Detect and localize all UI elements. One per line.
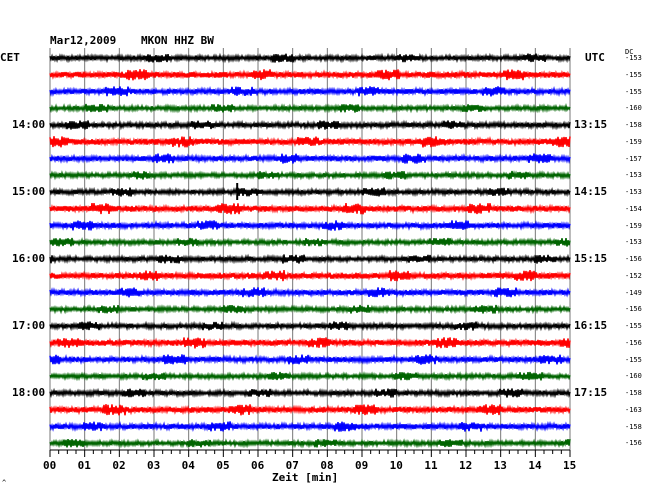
trace-line bbox=[49, 320, 571, 332]
dc-offset-label: -160 bbox=[625, 104, 642, 113]
dc-offset-label: -152 bbox=[625, 271, 642, 280]
dc-offset-label: -156 bbox=[625, 305, 642, 314]
left-time-label: 15:00 bbox=[12, 185, 46, 198]
trace-line bbox=[49, 237, 571, 248]
left-time-label: 14:00 bbox=[12, 118, 46, 131]
x-tick-label: 01 bbox=[77, 459, 91, 472]
dc-offset-label: -155 bbox=[625, 87, 642, 96]
x-tick-label: 10 bbox=[389, 459, 403, 472]
dc-offset-label: -156 bbox=[625, 338, 642, 347]
dc-offset-label: -158 bbox=[625, 389, 642, 397]
trace-line bbox=[49, 270, 571, 282]
x-tick-label: 13 bbox=[493, 459, 507, 472]
x-tick-label: 09 bbox=[355, 459, 369, 472]
dc-offset-label: -158 bbox=[625, 121, 642, 129]
dc-offset-label: -153 bbox=[625, 171, 642, 180]
dc-offset-label: -153 bbox=[625, 188, 642, 196]
x-axis bbox=[49, 449, 571, 457]
dc-offset-label: -149 bbox=[625, 288, 642, 297]
right-time-label: 14:15 bbox=[574, 185, 608, 198]
dc-offset-label: -155 bbox=[625, 70, 642, 79]
header-station: MKON HHZ BW bbox=[141, 34, 214, 47]
header-date: Mar12,2009 bbox=[50, 34, 117, 47]
trace-line bbox=[49, 353, 571, 366]
trace-line bbox=[49, 69, 571, 81]
dc-offset-label: -156 bbox=[625, 439, 642, 448]
trace-line bbox=[49, 170, 571, 181]
x-tick-label: 00 bbox=[43, 459, 57, 472]
grid-lines bbox=[49, 48, 571, 450]
trace-line bbox=[49, 52, 571, 64]
dc-offset-label: -157 bbox=[625, 154, 642, 163]
trace-line bbox=[49, 203, 571, 215]
trace-line bbox=[49, 119, 571, 131]
dc-offset-label: -156 bbox=[625, 255, 642, 263]
right-timezone-label: UTC bbox=[585, 51, 605, 64]
x-axis-title: Zeit [min] bbox=[272, 471, 339, 484]
trace-line bbox=[49, 186, 571, 198]
left-time-label: 17:00 bbox=[12, 319, 46, 332]
left-time-label: 16:00 bbox=[12, 252, 46, 265]
trace-line bbox=[49, 103, 571, 114]
trace-line bbox=[49, 85, 571, 97]
trace-line bbox=[49, 304, 571, 315]
trace-line bbox=[49, 404, 571, 416]
trace-line bbox=[49, 387, 571, 399]
right-time-label: 16:15 bbox=[574, 319, 608, 332]
right-time-label: 15:15 bbox=[574, 252, 608, 265]
x-tick-label: 06 bbox=[251, 459, 265, 472]
x-tick-label: 11 bbox=[424, 459, 438, 472]
trace-line bbox=[49, 420, 571, 433]
dc-offset-label: -158 bbox=[625, 422, 642, 431]
x-tick-label: 15 bbox=[563, 459, 577, 472]
dc-offset-label: -153 bbox=[625, 238, 642, 247]
x-tick-label: 02 bbox=[112, 459, 126, 472]
left-timezone-label: CET bbox=[0, 51, 20, 64]
dc-offset-label: -153 bbox=[625, 54, 642, 62]
dc-label: DC bbox=[625, 48, 634, 56]
x-tick-label: 03 bbox=[147, 459, 161, 472]
dc-offset-label: -160 bbox=[625, 372, 642, 381]
dc-offset-label: -154 bbox=[625, 204, 642, 213]
trace-line bbox=[49, 286, 571, 298]
right-time-label: 17:15 bbox=[574, 386, 608, 399]
trace-line bbox=[49, 136, 571, 148]
left-time-label: 18:00 bbox=[12, 386, 46, 399]
dc-offset-label: -155 bbox=[625, 355, 642, 364]
x-tick-label: 12 bbox=[459, 459, 473, 472]
x-tick-label: 07 bbox=[285, 459, 299, 472]
trace-line bbox=[49, 438, 571, 449]
trace-line bbox=[49, 219, 571, 232]
dc-offset-label: -155 bbox=[625, 322, 642, 330]
trace-group bbox=[49, 52, 571, 449]
right-time-label: 13:15 bbox=[574, 118, 608, 131]
x-tick-label: 14 bbox=[528, 459, 542, 472]
dc-offset-label: -159 bbox=[625, 137, 642, 146]
trace-line bbox=[49, 153, 571, 164]
dc-offset-label: -159 bbox=[625, 221, 642, 230]
dc-offset-label: -163 bbox=[625, 405, 642, 414]
trace-line bbox=[49, 337, 571, 349]
trace-line bbox=[49, 371, 571, 382]
corner-mark: ^ bbox=[2, 479, 7, 487]
trace-line bbox=[49, 253, 571, 265]
x-tick-label: 08 bbox=[320, 459, 334, 472]
x-tick-label: 04 bbox=[181, 459, 195, 472]
x-tick-label: 05 bbox=[216, 459, 230, 472]
